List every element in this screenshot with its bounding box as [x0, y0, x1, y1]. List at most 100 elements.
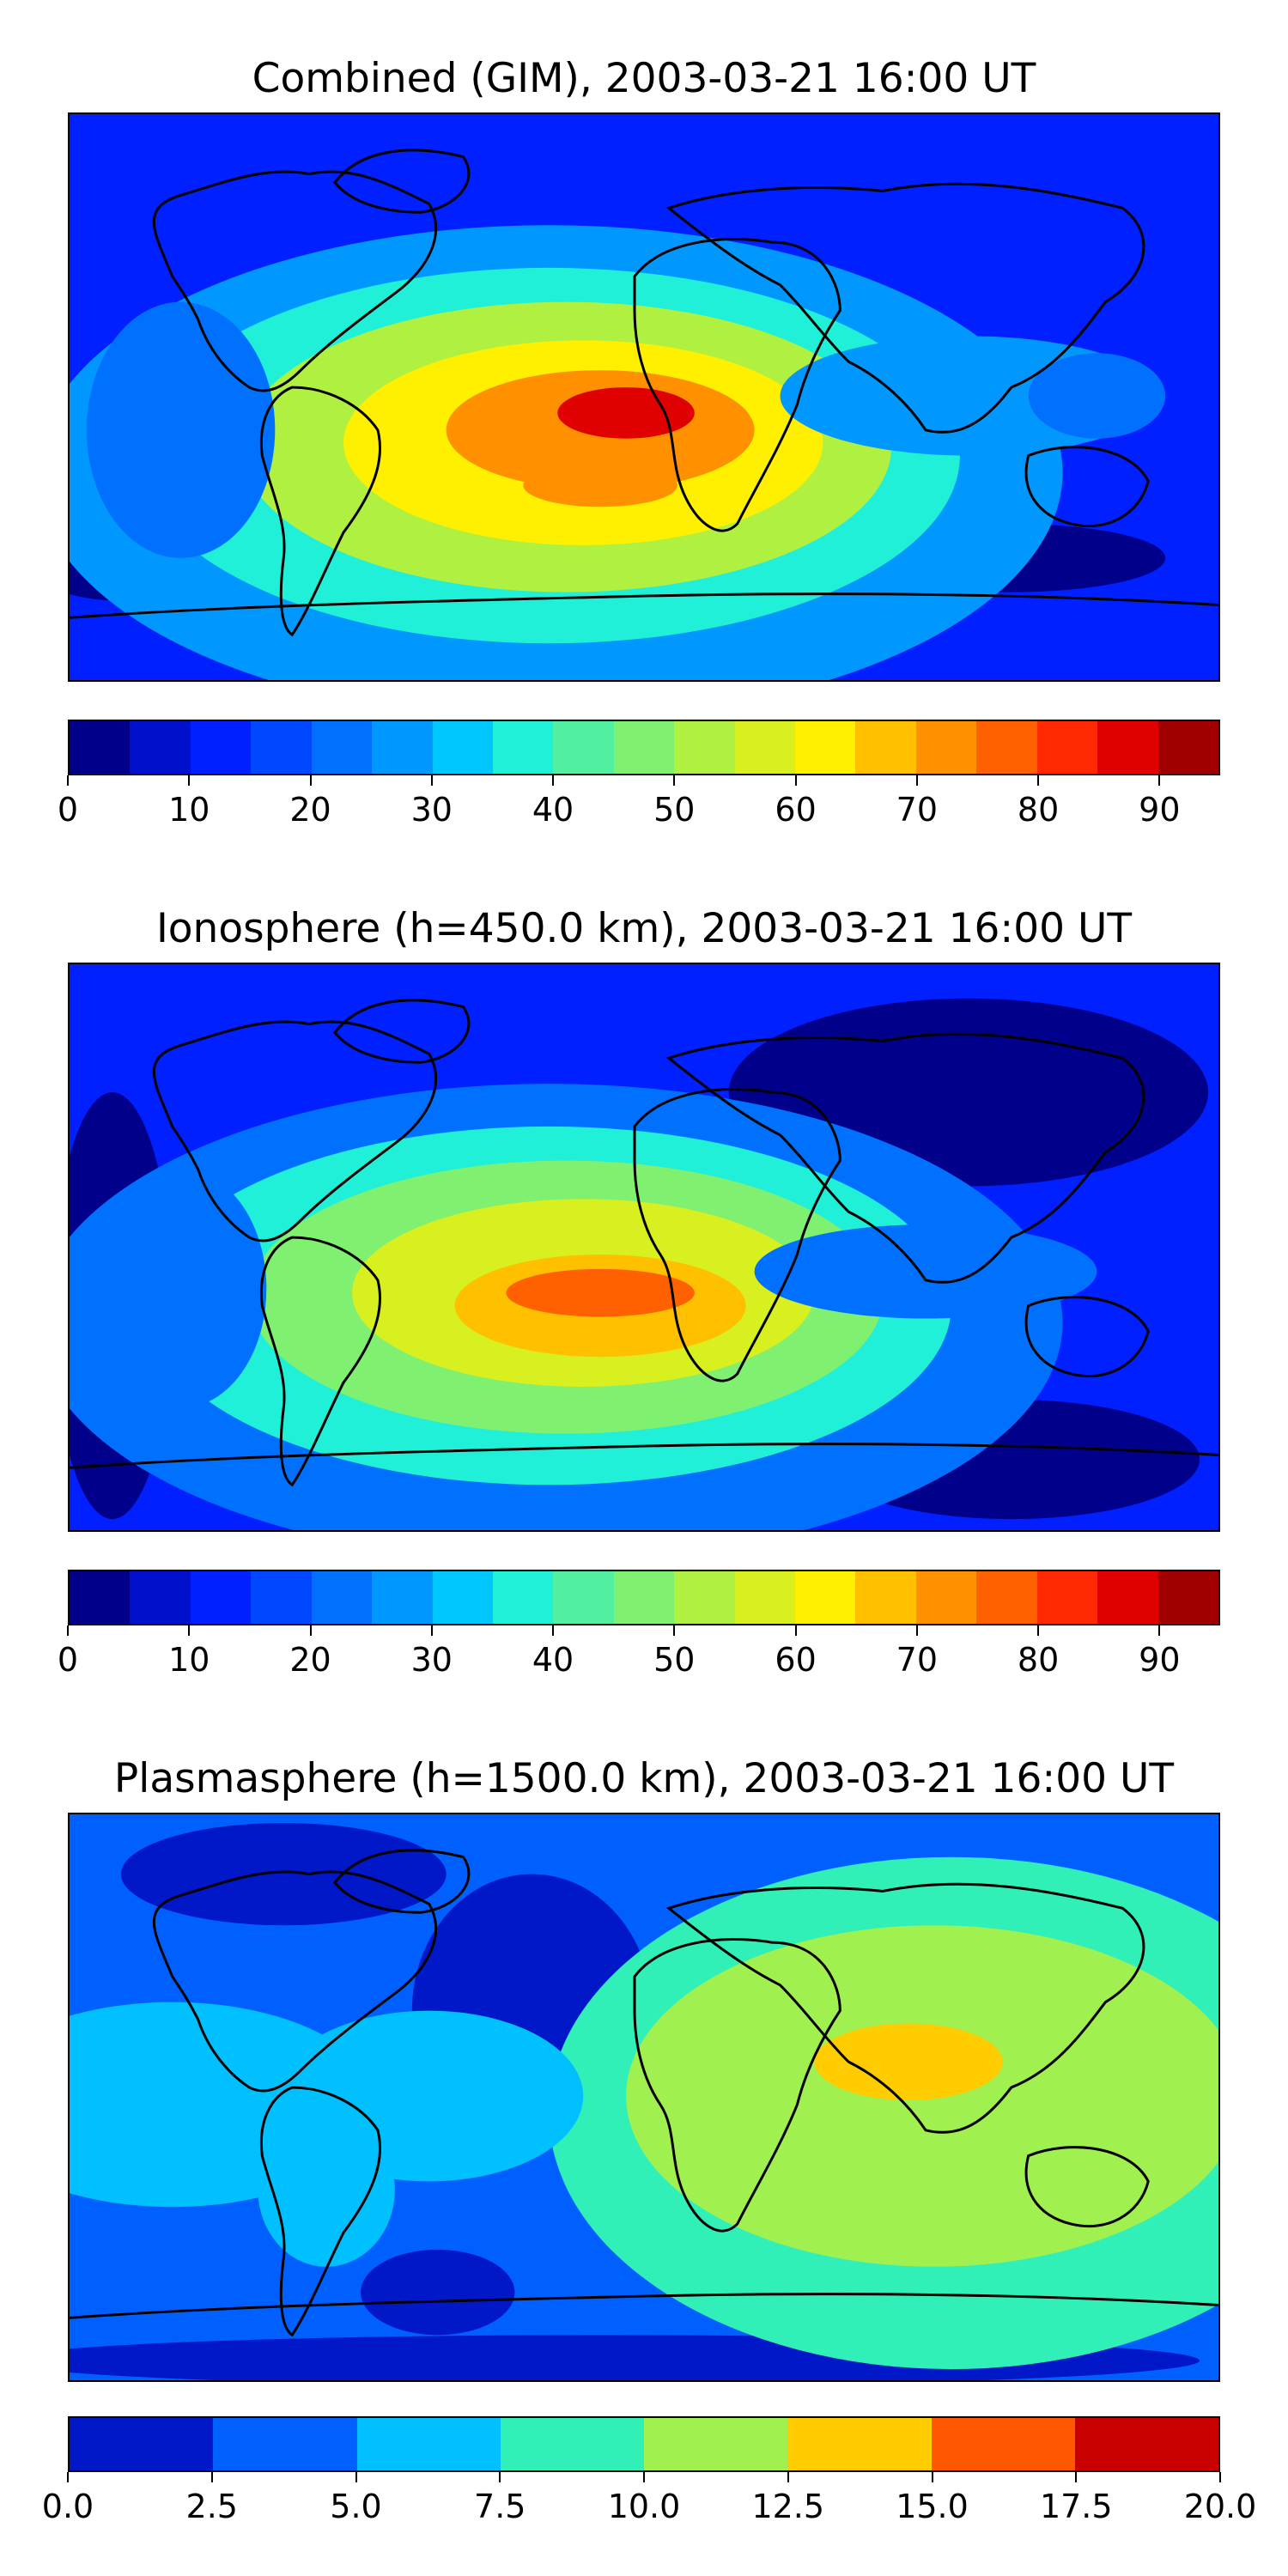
colorbar-tick	[430, 775, 433, 786]
contour-band	[258, 2112, 395, 2267]
colorbar-segment	[1074, 2418, 1218, 2470]
chart-title: Combined (GIM), 2003-03-21 16:00 UT	[252, 55, 1036, 102]
contour-band	[86, 301, 276, 558]
colorbar-segment	[1036, 721, 1098, 774]
colorbar-tick-label: 7.5	[474, 2488, 526, 2525]
coastline	[1024, 446, 1150, 528]
colorbar-tick-label: 40	[532, 791, 574, 829]
contour-band	[814, 2023, 1003, 2100]
contour-band	[1028, 353, 1166, 439]
colorbar-tick	[787, 2472, 789, 2482]
coastline	[1024, 1296, 1150, 1378]
colorbar-tick	[1037, 1625, 1040, 1636]
colorbar-tick	[794, 1625, 797, 1636]
colorbar-tick-label: 30	[410, 1641, 453, 1679]
colorbar-tick	[210, 2472, 213, 2482]
coastline	[633, 1938, 841, 2233]
colorbar-segment	[311, 1571, 373, 1624]
coastline	[333, 149, 471, 214]
coastline	[1024, 2146, 1150, 2228]
colorbar-tick	[1037, 775, 1040, 786]
colorbar-tick-label: 2.5	[185, 2488, 238, 2525]
contour-band	[506, 1268, 695, 1317]
coastline	[152, 170, 438, 392]
colorbar-segment	[1157, 721, 1219, 774]
colorbar-tick-label: 5.0	[330, 2488, 382, 2525]
colorbar-segment	[190, 1571, 252, 1624]
contour-map	[70, 114, 1218, 680]
coastline	[665, 1032, 1145, 1284]
colorbar-segment	[613, 1571, 675, 1624]
colorbar-segment	[190, 721, 252, 774]
colorbar-segment	[1097, 721, 1158, 774]
colorbar-segment	[372, 721, 433, 774]
colorbar-tick-label: 70	[896, 1641, 939, 1679]
colorbar-segment	[251, 1571, 312, 1624]
colorbar-tick-label: 10	[168, 1641, 210, 1679]
colorbar-tick-label: 80	[1017, 1641, 1060, 1679]
colorbar-segment	[492, 1571, 554, 1624]
colorbar-segment	[795, 721, 856, 774]
low-value-contour	[360, 2249, 515, 2336]
colorbar-tick	[1075, 2472, 1078, 2482]
colorbar-segment	[130, 1571, 191, 1624]
low-value-contour	[120, 1822, 447, 1926]
colorbar-segment	[70, 1571, 131, 1624]
colorbar-segment	[130, 721, 191, 774]
colorbar-tick-label: 90	[1139, 791, 1181, 829]
colorbar-segment	[674, 1571, 735, 1624]
colorbar-tick-label: 12.5	[751, 2488, 825, 2525]
colorbar-segment	[915, 1571, 977, 1624]
colorbar-segment	[644, 2418, 788, 2470]
colorbar-tick-label: 20.0	[1183, 2488, 1257, 2525]
colorbar-tick	[309, 1625, 312, 1636]
coastline	[259, 1236, 382, 1487]
colorbar-tick	[915, 1625, 918, 1636]
colorbar	[68, 1570, 1220, 1625]
coastline	[70, 1443, 1218, 1469]
colorbar-tick	[794, 775, 797, 786]
colorbar-tick	[309, 775, 312, 786]
colorbar-tick-label: 0.0	[41, 2488, 94, 2525]
contour-band	[754, 1224, 1097, 1319]
coastline	[259, 2086, 382, 2337]
coastline	[333, 1849, 471, 1914]
colorbar-segment	[734, 1571, 796, 1624]
coastline	[152, 1870, 438, 2093]
contour-map	[70, 1814, 1218, 2380]
coastline	[259, 386, 382, 637]
coastline	[70, 2293, 1218, 2319]
colorbar-tick-label: 90	[1139, 1641, 1181, 1679]
colorbar-tick	[1158, 775, 1161, 786]
colorbar-segment	[553, 1571, 614, 1624]
colorbar-tick	[673, 775, 676, 786]
colorbar-tick-label: 30	[410, 791, 453, 829]
colorbar-tick	[67, 775, 69, 786]
coastline	[665, 1882, 1145, 2134]
colorbar-tick-label: 40	[532, 1641, 574, 1679]
colorbar-ticks: 0.0 2.5 5.0 7.5 10.0 12.5 15.0 17.5 20.0	[42, 2472, 1256, 2532]
colorbar-tick-label: 20	[289, 791, 331, 829]
colorbar-tick-label: 80	[1017, 791, 1060, 829]
colorbar-segment	[613, 721, 675, 774]
colorbar-tick	[188, 1625, 191, 1636]
colorbar-ticks: 0 10 20 30 40 50 60 70 80 90	[58, 775, 1220, 835]
colorbar-segment	[1036, 1571, 1098, 1624]
chart-title: Ionosphere (h=450.0 km), 2003-03-21 16:0…	[155, 905, 1133, 952]
coastline	[665, 182, 1145, 434]
colorbar-segment	[70, 721, 131, 774]
colorbar-tick	[673, 1625, 676, 1636]
colorbar-segment	[432, 1571, 493, 1624]
colorbar-tick	[188, 775, 191, 786]
colorbar-tick	[552, 1625, 555, 1636]
colorbar-segment	[734, 721, 796, 774]
colorbar-segment	[795, 1571, 856, 1624]
colorbar-tick	[643, 2472, 645, 2482]
colorbar-segment	[432, 721, 493, 774]
colorbar-segment	[1097, 1571, 1158, 1624]
colorbar-segment	[787, 2418, 932, 2470]
colorbar-segment	[372, 1571, 433, 1624]
colorbar-tick	[430, 1625, 433, 1636]
colorbar-tick	[915, 775, 918, 786]
colorbar-tick-label: 10	[168, 791, 210, 829]
